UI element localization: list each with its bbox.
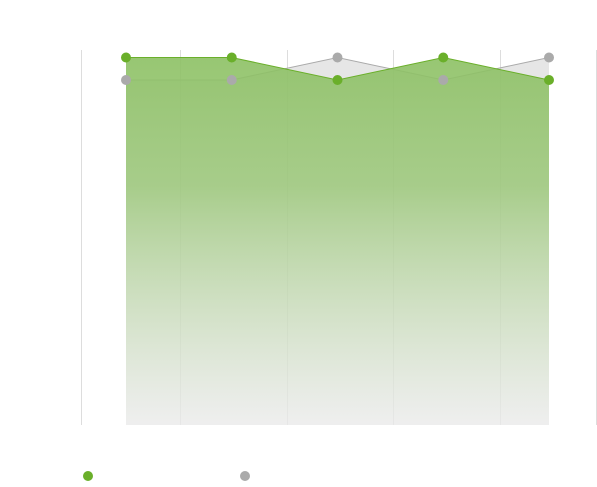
legend-marker <box>240 471 250 481</box>
point <box>438 52 449 63</box>
point <box>121 52 131 63</box>
point <box>332 75 343 85</box>
legend-marker <box>83 471 93 481</box>
point <box>544 52 554 63</box>
point <box>226 52 237 63</box>
point <box>544 75 554 85</box>
area <box>126 57 549 425</box>
point <box>121 75 131 85</box>
point <box>226 75 237 85</box>
point <box>332 52 343 63</box>
point <box>438 75 449 85</box>
